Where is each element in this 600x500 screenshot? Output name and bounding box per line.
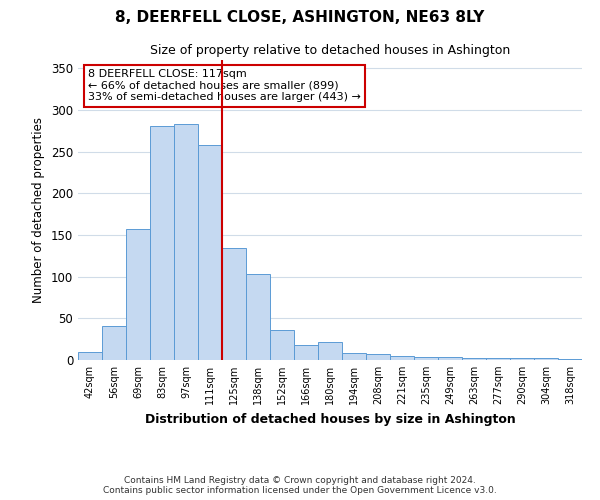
Bar	[438, 356, 462, 360]
Bar	[462, 358, 486, 360]
Bar	[270, 330, 294, 360]
Bar	[294, 345, 318, 360]
Bar	[150, 126, 174, 360]
Bar	[342, 354, 366, 360]
Bar	[486, 358, 510, 360]
Bar	[318, 342, 342, 360]
Bar	[510, 358, 534, 360]
Text: Contains HM Land Registry data © Crown copyright and database right 2024.
Contai: Contains HM Land Registry data © Crown c…	[103, 476, 497, 495]
Text: 8, DEERFELL CLOSE, ASHINGTON, NE63 8LY: 8, DEERFELL CLOSE, ASHINGTON, NE63 8LY	[115, 10, 485, 25]
X-axis label: Distribution of detached houses by size in Ashington: Distribution of detached houses by size …	[145, 412, 515, 426]
Bar	[534, 358, 558, 360]
Bar	[366, 354, 390, 360]
Bar	[126, 229, 150, 360]
Bar	[102, 326, 126, 360]
Bar	[558, 359, 582, 360]
Bar	[246, 274, 270, 360]
Bar	[390, 356, 414, 360]
Y-axis label: Number of detached properties: Number of detached properties	[32, 117, 46, 303]
Text: 8 DEERFELL CLOSE: 117sqm
← 66% of detached houses are smaller (899)
33% of semi-: 8 DEERFELL CLOSE: 117sqm ← 66% of detach…	[88, 69, 361, 102]
Bar	[222, 248, 246, 360]
Bar	[414, 356, 438, 360]
Title: Size of property relative to detached houses in Ashington: Size of property relative to detached ho…	[150, 44, 510, 58]
Bar	[78, 352, 102, 360]
Bar	[198, 145, 222, 360]
Bar	[174, 124, 198, 360]
